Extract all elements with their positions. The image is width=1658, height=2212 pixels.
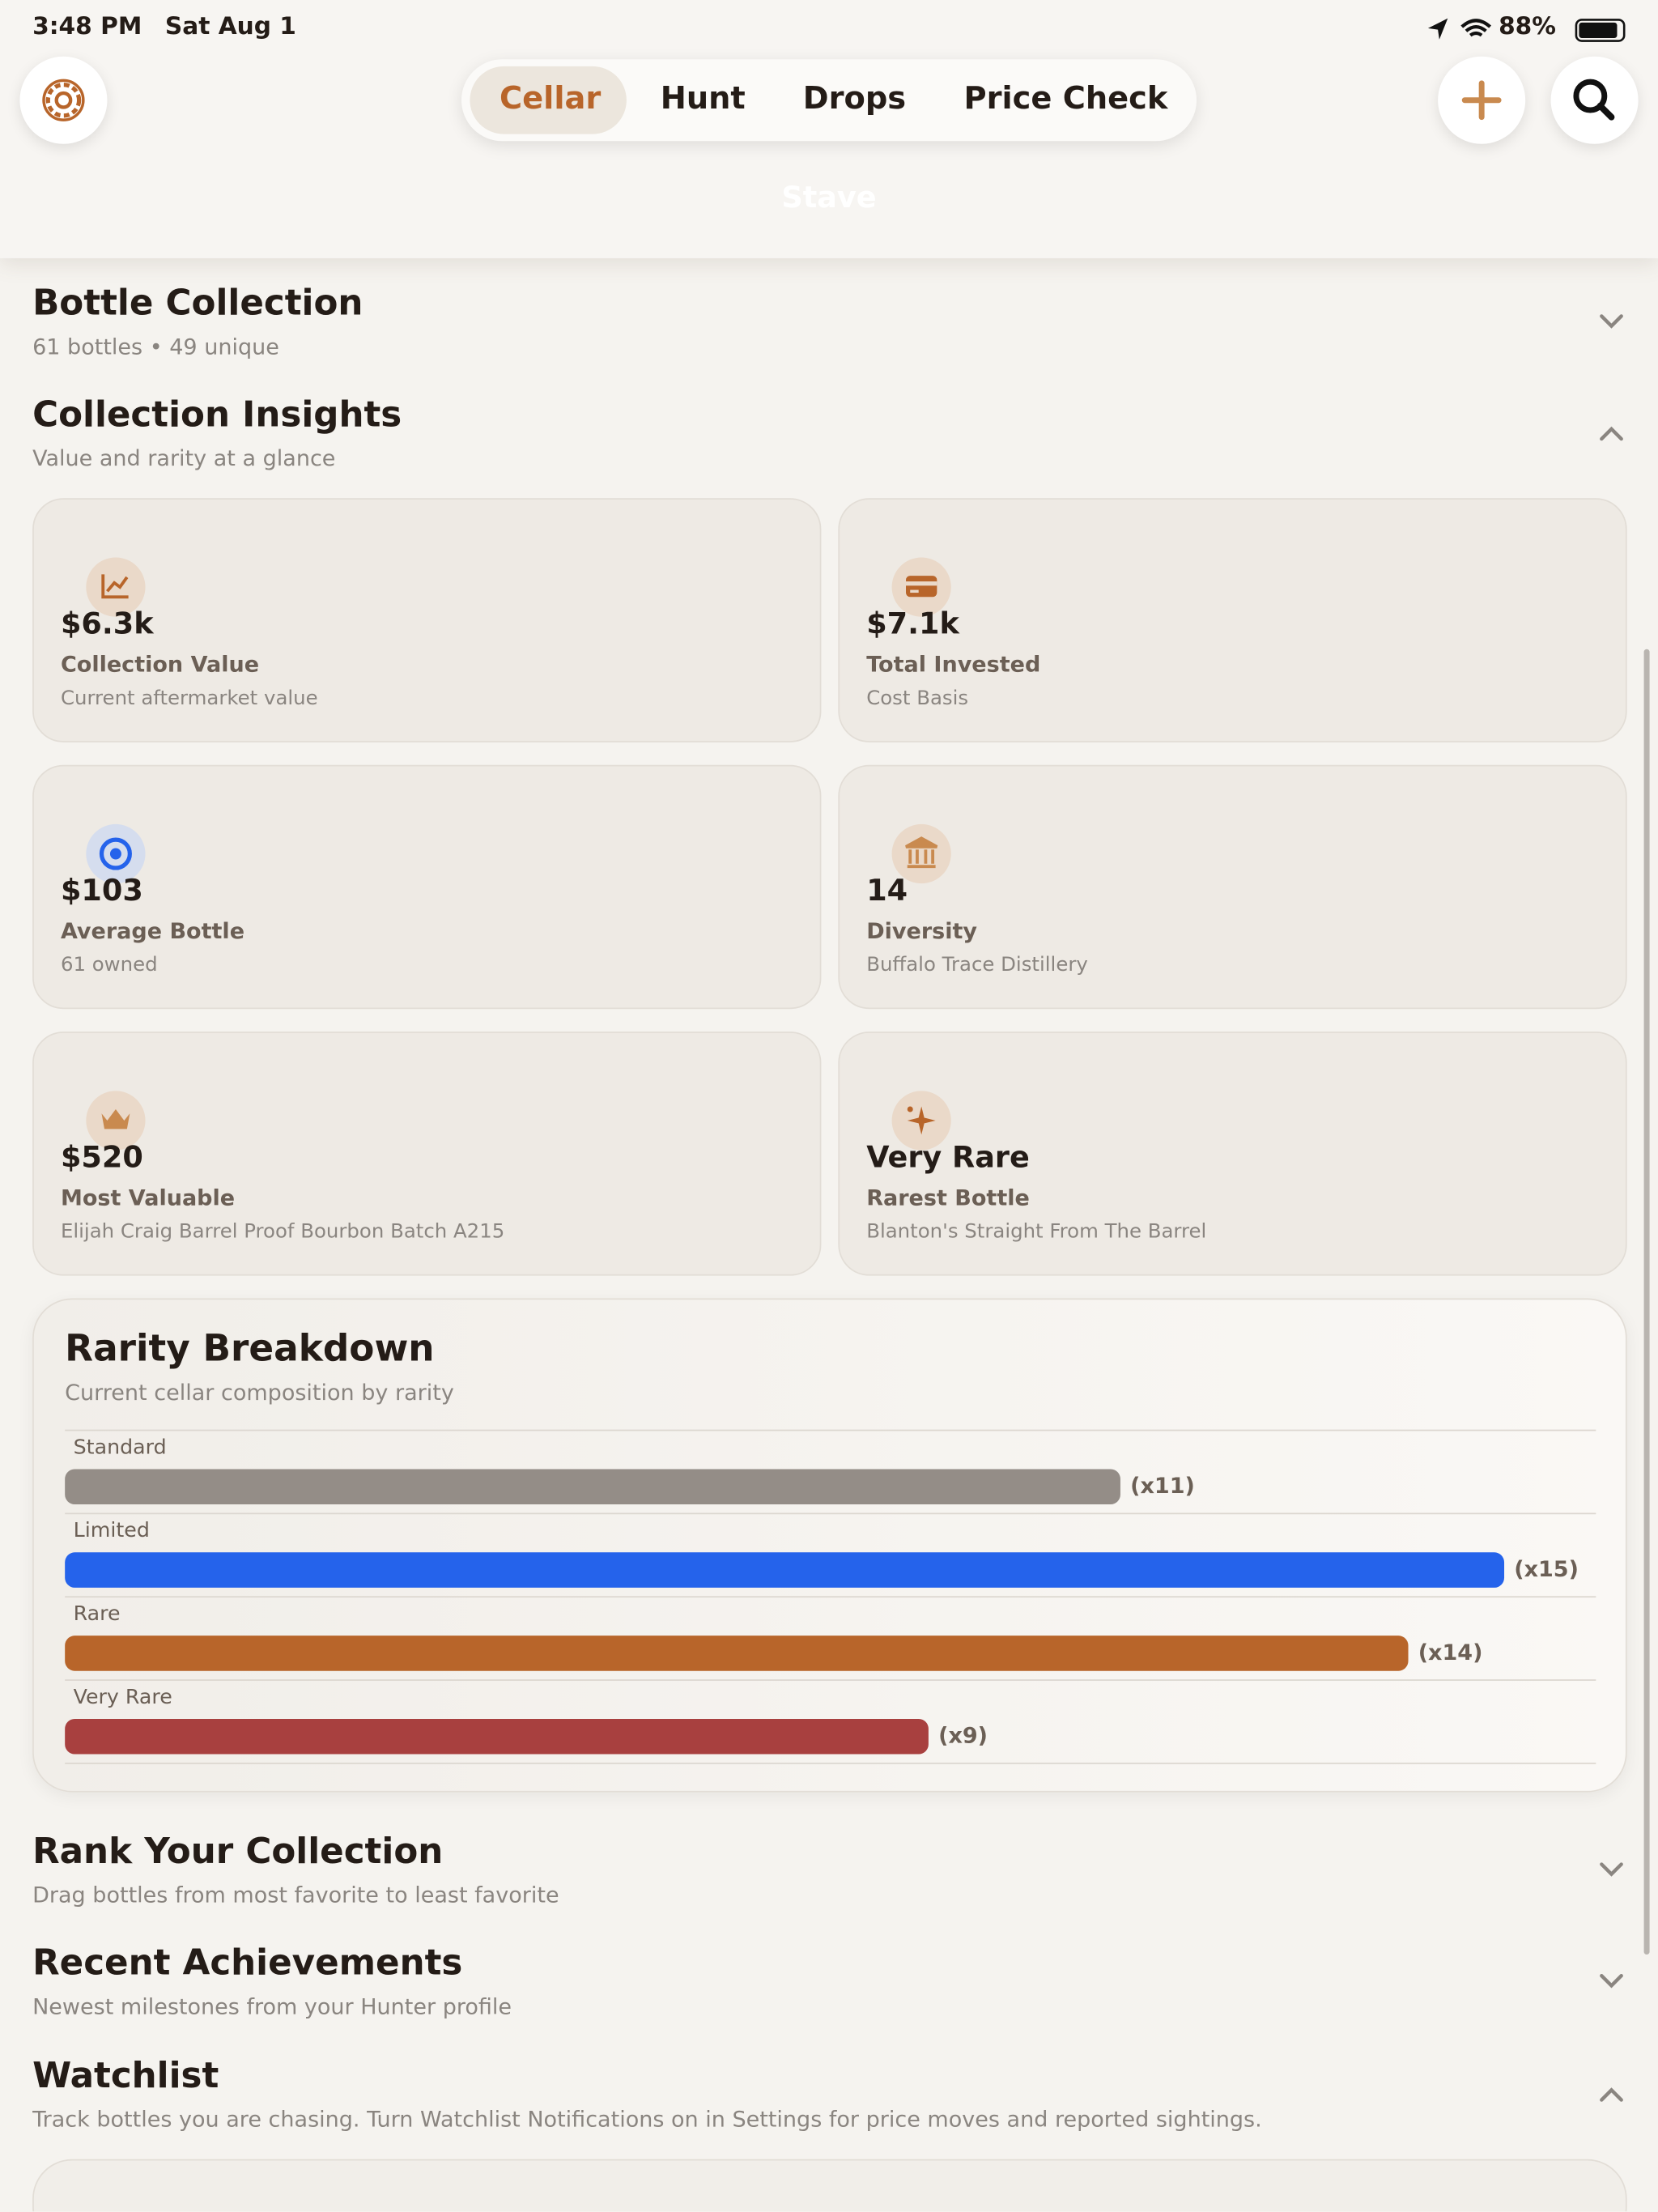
insight-card: $7.1k Total Invested Cost Basis: [838, 498, 1627, 742]
section-subtitle: Newest milestones from your Hunter profi…: [32, 1993, 512, 2020]
insight-card: $520 Most Valuable Elijah Craig Barrel Pro…: [32, 1032, 822, 1276]
section-title: Collection Insights: [32, 393, 402, 435]
bar: [65, 1718, 929, 1755]
section-title: Bottle Collection: [32, 282, 363, 324]
insight-detail: 61 owned: [60, 954, 158, 977]
category-label: Limited: [73, 1520, 150, 1543]
insight-detail: Blanton's Straight From The Barrel: [866, 1220, 1207, 1244]
status-time: 3:48 PM: [32, 12, 142, 41]
section-toggle[interactable]: [1597, 1859, 1626, 1886]
section-toggle[interactable]: [1597, 1970, 1626, 1997]
section-subtitle: 61 bottles • 49 unique: [32, 334, 279, 360]
insight-detail: Current aftermarket value: [60, 687, 318, 710]
row-divider: [65, 1429, 1596, 1431]
insight-value: $520: [60, 1140, 143, 1175]
tab-highlight: [470, 66, 627, 134]
insight-detail: Elijah Craig Barrel Proof Bourbon Batch …: [60, 1220, 505, 1244]
row-divider: [65, 1512, 1596, 1515]
status-date: Sat Aug 1: [164, 12, 296, 41]
bar: [65, 1469, 1120, 1505]
header: 3:48 PM Sat Aug 1 88% Cellar Hunt Drops …: [0, 0, 1658, 258]
insight-label: Most Valuable: [60, 1185, 236, 1211]
row-divider: [65, 1679, 1596, 1681]
section-subtitle: Drag bottles from most favorite to least…: [32, 1882, 559, 1908]
value-label: (x9): [938, 1723, 988, 1749]
category-label: Very Rare: [73, 1686, 172, 1709]
section-title: Recent Achievements: [32, 1942, 463, 1983]
section-title: Rank Your Collection: [32, 1830, 444, 1872]
insight-value: $103: [60, 873, 143, 908]
bar: [65, 1552, 1505, 1588]
section-subtitle: Track bottles you are chasing. Turn Watc…: [32, 2107, 1262, 2133]
chart-title: Rarity Breakdown: [65, 1328, 435, 1371]
chart-subtitle: Current cellar composition by rarity: [65, 1380, 454, 1406]
value-label: (x14): [1418, 1640, 1483, 1665]
tab-bar: Cellar Hunt Drops Price Check: [461, 59, 1197, 142]
value-label: (x15): [1514, 1556, 1579, 1582]
section-toggle[interactable]: [1597, 310, 1626, 337]
insight-card: $6.3k Collection Value Current aftermarket…: [32, 498, 822, 742]
battery: 88%: [1499, 12, 1557, 41]
tab[interactable]: Price Check: [963, 82, 1168, 117]
rarity-card: Rarity Breakdown Current cellar composit…: [32, 1298, 1627, 1793]
section-toggle[interactable]: [1597, 2083, 1626, 2110]
value-label: (x11): [1130, 1473, 1195, 1499]
insight-card: 14 Diversity Buffalo Trace Distillery: [838, 764, 1627, 1010]
category-label: Standard: [73, 1436, 167, 1460]
insight-label: Collection Value: [60, 652, 260, 678]
insight-label: Diversity: [866, 918, 978, 945]
tab[interactable]: Cellar: [500, 82, 602, 117]
insight-card: $103 Average Bottle 61 owned: [32, 764, 822, 1010]
insight-detail: Buffalo Trace Distillery: [866, 954, 1088, 977]
insight-label: Total Invested: [866, 652, 1041, 678]
category-label: Rare: [73, 1603, 121, 1626]
row-divider: [65, 1596, 1596, 1598]
app-title: Stave: [781, 181, 877, 215]
tab[interactable]: Hunt: [660, 82, 746, 117]
scrollbar: [1643, 649, 1650, 1955]
settings-button[interactable]: [19, 56, 108, 144]
search-button[interactable]: [1550, 56, 1639, 144]
insight-label: Average Bottle: [60, 918, 245, 945]
insight-detail: Cost Basis: [866, 687, 969, 710]
section-toggle[interactable]: [1597, 422, 1626, 449]
row-divider: [65, 1763, 1596, 1764]
insight-value: $7.1k: [866, 606, 959, 641]
insight-value: Very Rare: [866, 1140, 1030, 1175]
add-button[interactable]: [1438, 56, 1526, 144]
insight-value: 14: [866, 873, 908, 908]
insight-card: Very Rare Rarest Bottle Blanton's Straight…: [838, 1032, 1627, 1276]
section-subtitle: Value and rarity at a glance: [32, 445, 336, 472]
watchlist-card: [32, 2159, 1627, 2212]
status-icons: [1427, 18, 1626, 42]
insight-label: Rarest Bottle: [866, 1185, 1030, 1211]
insight-value: $6.3k: [60, 606, 154, 641]
section-title: Watchlist: [32, 2054, 219, 2096]
tab[interactable]: Drops: [802, 82, 907, 117]
bar: [65, 1636, 1409, 1671]
